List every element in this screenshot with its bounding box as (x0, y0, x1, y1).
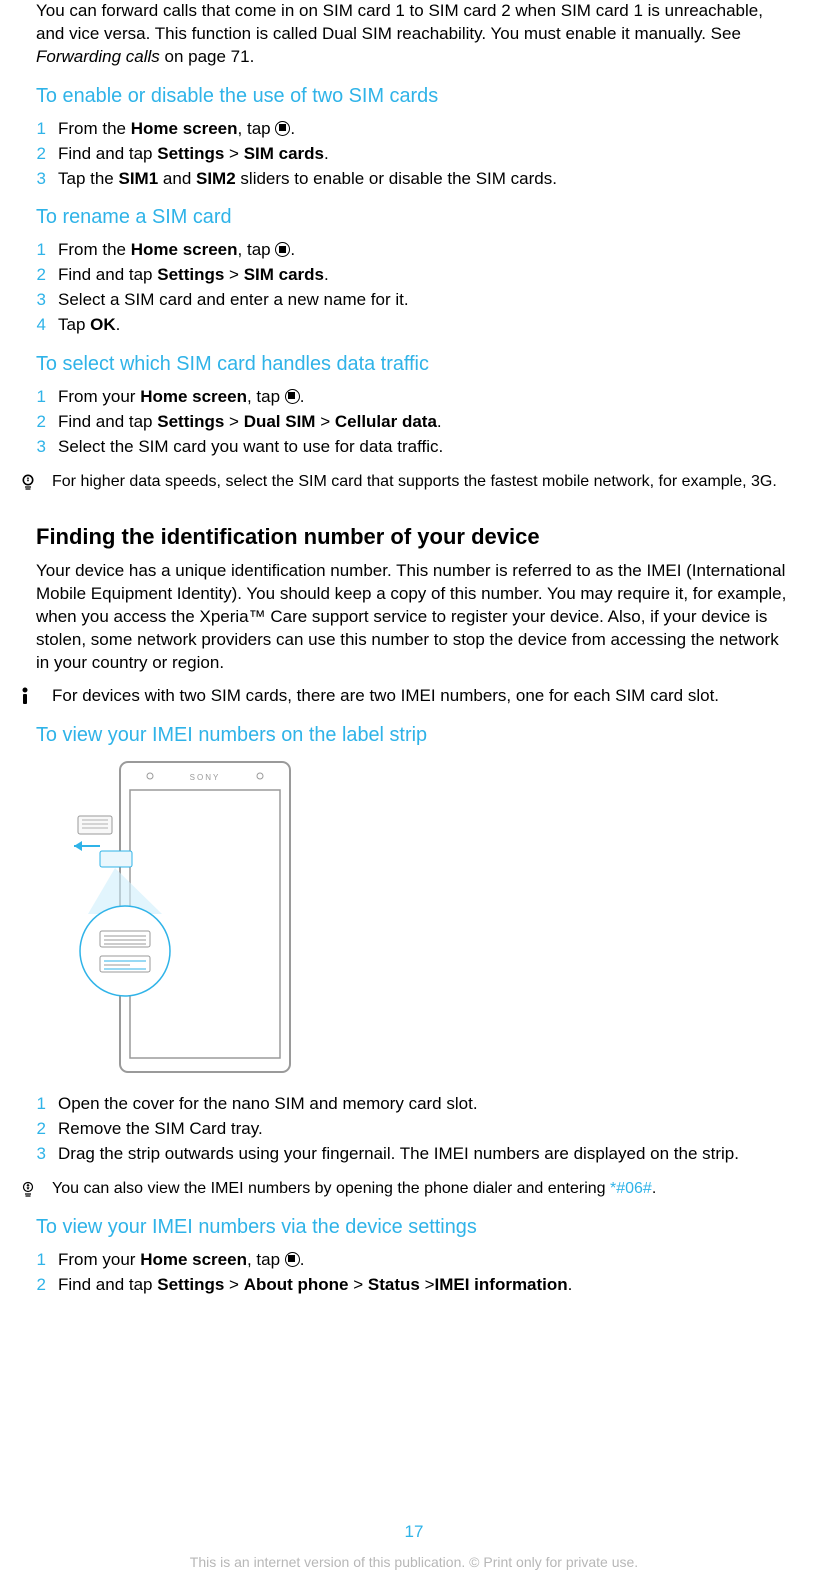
brand-text: SONY (190, 773, 221, 782)
apps-icon (275, 121, 290, 136)
step-item: 3 Select the SIM card you want to use fo… (36, 436, 792, 459)
tip-icon (20, 1180, 38, 1198)
step-item: 2 Find and tap Settings > Dual SIM > Cel… (36, 411, 792, 434)
phone-illustration: SONY (60, 756, 792, 1083)
note-text: For devices with two SIM cards, there ar… (52, 685, 792, 708)
tip-text: You can also view the IMEI numbers by op… (52, 1178, 792, 1200)
note-two-imei: For devices with two SIM cards, there ar… (36, 685, 792, 708)
enable-steps: 1 From the Home screen, tap . 2 Find and… (36, 118, 792, 191)
imei-heading: Finding the identification number of you… (36, 522, 792, 552)
imei-paragraph: Your device has a unique identification … (36, 560, 792, 675)
step-item: 2 Find and tap Settings > SIM cards. (36, 143, 792, 166)
step-item: 2 Find and tap Settings > SIM cards. (36, 264, 792, 287)
settings-imei-heading: To view your IMEI numbers via the device… (36, 1214, 792, 1241)
intro-pre: You can forward calls that come in on SI… (36, 1, 763, 43)
rename-steps: 1 From the Home screen, tap . 2 Find and… (36, 239, 792, 337)
page-number: 17 (0, 1521, 828, 1544)
tip-dialer-code: You can also view the IMEI numbers by op… (36, 1178, 792, 1200)
tip-icon (20, 473, 38, 491)
dialer-code: *#06# (610, 1180, 652, 1197)
tip-data-speed: For higher data speeds, select the SIM c… (36, 471, 792, 493)
intro-link: Forwarding calls (36, 47, 160, 66)
step-item: 3Drag the strip outwards using your fing… (36, 1143, 792, 1166)
step-item: 1 From the Home screen, tap . (36, 239, 792, 262)
step-item: 2Remove the SIM Card tray. (36, 1118, 792, 1141)
enable-heading: To enable or disable the use of two SIM … (36, 83, 792, 110)
rename-heading: To rename a SIM card (36, 204, 792, 231)
step-item: 3 Select a SIM card and enter a new name… (36, 289, 792, 312)
intro-paragraph: You can forward calls that come in on SI… (36, 0, 792, 69)
step-item: 2 Find and tap Settings > About phone > … (36, 1274, 792, 1297)
step-item: 4 Tap OK. (36, 314, 792, 337)
footer-text: This is an internet version of this publ… (0, 1553, 828, 1572)
label-strip-heading: To view your IMEI numbers on the label s… (36, 722, 792, 749)
settings-imei-steps: 1 From your Home screen, tap . 2 Find an… (36, 1249, 792, 1297)
apps-icon (285, 389, 300, 404)
step-item: 1 From your Home screen, tap . (36, 1249, 792, 1272)
step-item: 1 From your Home screen, tap . (36, 386, 792, 409)
step-item: 1 From the Home screen, tap . (36, 118, 792, 141)
apps-icon (275, 242, 290, 257)
data-heading: To select which SIM card handles data tr… (36, 351, 792, 378)
data-steps: 1 From your Home screen, tap . 2 Find an… (36, 386, 792, 459)
apps-icon (285, 1252, 300, 1267)
intro-post: on page 71. (160, 47, 255, 66)
note-icon (20, 687, 38, 705)
label-strip-steps: 1Open the cover for the nano SIM and mem… (36, 1093, 792, 1166)
step-item: 1Open the cover for the nano SIM and mem… (36, 1093, 792, 1116)
tip-text: For higher data speeds, select the SIM c… (52, 471, 792, 493)
step-item: 3 Tap the SIM1 and SIM2 sliders to enabl… (36, 168, 792, 191)
